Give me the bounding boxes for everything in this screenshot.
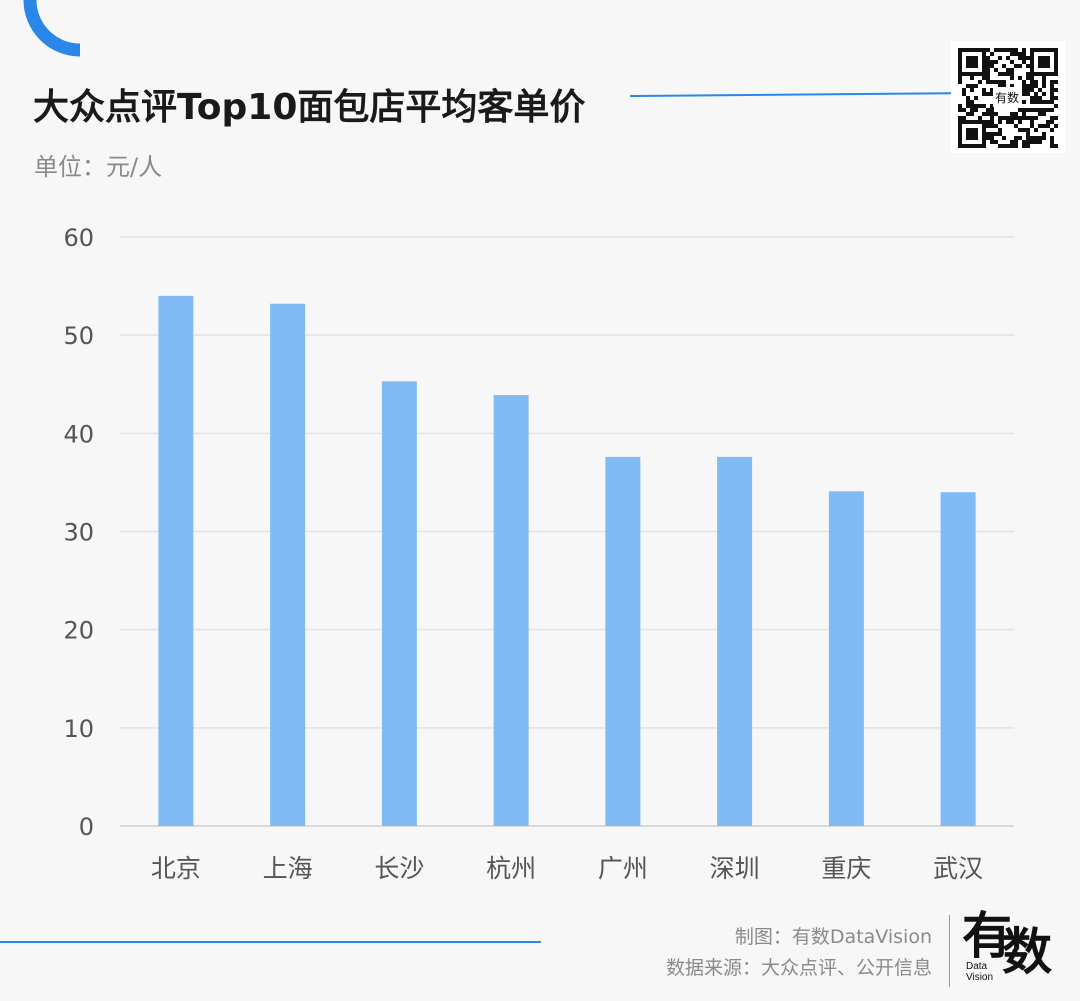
x-tick-label: 武汉 [933, 854, 983, 883]
logo-sub-data: Data [966, 961, 988, 972]
y-tick-label: 40 [63, 420, 94, 448]
bar [717, 456, 753, 826]
x-tick-label: 长沙 [374, 854, 424, 883]
logo-char-you: 有 [962, 907, 1012, 965]
x-tick-label: 深圳 [710, 854, 760, 883]
corner-arc-decoration [23, 0, 81, 57]
datavision-logo: 有 数 Data Vision [962, 905, 1062, 995]
title-underline [629, 92, 952, 97]
logo-subtext: Data Vision [966, 961, 993, 983]
source-credit: 数据来源：大众点评、公开信息 [665, 957, 932, 979]
page-title: 大众点评Top10面包店平均客单价 [33, 87, 586, 128]
logo-sub-vision: Vision [966, 972, 994, 983]
logo-divider [949, 915, 950, 987]
x-tick-label: 广州 [598, 854, 648, 883]
x-tick-label: 北京 [151, 854, 201, 883]
logo-char-shu: 数 [1002, 923, 1052, 981]
svg-text:有数: 有数 [995, 90, 1019, 105]
unit-label: 单位：元/人 [34, 153, 163, 181]
x-tick-label: 重庆 [821, 854, 871, 883]
y-tick-label: 0 [79, 813, 94, 841]
bar-chart: 0 10 20 30 40 50 60 北京 上海 长沙 杭州 广州 深圳 重庆 武汉 [63, 224, 1014, 883]
footer-line [0, 941, 541, 943]
y-tick-label: 20 [63, 617, 94, 645]
x-tick-label: 上海 [263, 854, 313, 883]
x-tick-label: 杭州 [486, 854, 536, 883]
bar [940, 492, 976, 826]
bar [381, 381, 417, 826]
maker-credit: 制图：有数DataVision [734, 926, 932, 948]
bar [493, 395, 529, 826]
bar [828, 491, 864, 826]
bar [158, 295, 194, 826]
y-tick-label: 30 [63, 519, 94, 547]
y-tick-label: 10 [63, 715, 94, 743]
y-tick-label: 50 [63, 322, 94, 350]
y-tick-label: 60 [63, 224, 94, 252]
bar [605, 456, 641, 826]
bar [270, 303, 306, 827]
qr-code-icon: 有数 [951, 41, 1065, 153]
